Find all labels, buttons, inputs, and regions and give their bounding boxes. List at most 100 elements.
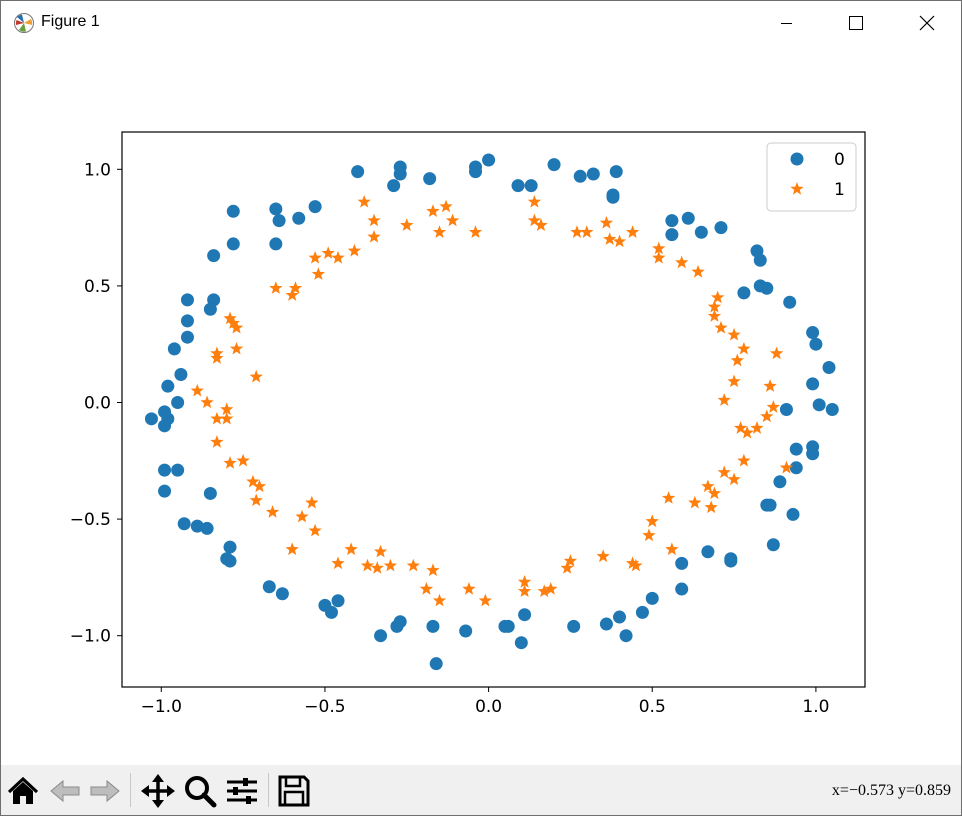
series-0-point bbox=[524, 179, 538, 193]
series-0-point bbox=[393, 167, 407, 181]
maximize-button[interactable] bbox=[832, 1, 878, 45]
series-1-point bbox=[625, 556, 640, 570]
save-button[interactable] bbox=[274, 771, 314, 811]
series-1-point bbox=[210, 411, 224, 425]
close-button[interactable] bbox=[903, 1, 949, 45]
series-1-point bbox=[737, 341, 751, 355]
series-0-point bbox=[158, 463, 172, 477]
series-1-point bbox=[711, 290, 725, 304]
series-1-point bbox=[730, 353, 745, 367]
series-1-point bbox=[331, 250, 345, 264]
x-tick-label: −1.0 bbox=[141, 697, 182, 717]
toolbar-separator bbox=[268, 773, 269, 807]
series-0-point bbox=[547, 158, 561, 172]
series-0-point bbox=[773, 475, 787, 489]
series-1-point bbox=[714, 320, 728, 334]
legend-label: 1 bbox=[834, 180, 845, 200]
series-1-point bbox=[370, 561, 384, 574]
home-icon bbox=[7, 776, 39, 804]
series-1-point bbox=[236, 453, 250, 467]
home-button[interactable] bbox=[3, 771, 43, 811]
series-0-point bbox=[763, 498, 777, 512]
series-1-point bbox=[445, 213, 460, 227]
legend-label: 0 bbox=[834, 150, 845, 170]
series-0-point bbox=[262, 580, 276, 594]
series-0-point bbox=[393, 615, 407, 629]
series-0-point bbox=[786, 507, 800, 521]
series-1-point bbox=[645, 514, 659, 528]
series-0-point bbox=[822, 361, 836, 375]
legend-box bbox=[766, 142, 857, 212]
series-1-point bbox=[432, 225, 447, 238]
configure-subplots-button[interactable] bbox=[222, 771, 262, 811]
legend-marker-0 bbox=[790, 152, 804, 166]
scatter-chart[interactable]: −1.0 −0.5 0.0 0.5 1.0 1.0 0.5 0.0 −0.5 −1.0 0 1 bbox=[1, 45, 961, 765]
series-1-point bbox=[357, 194, 371, 208]
legend-marker-1 bbox=[790, 182, 804, 195]
zoom-button[interactable] bbox=[180, 771, 220, 811]
series-1-point bbox=[246, 474, 260, 488]
series-1-point bbox=[223, 456, 237, 469]
axes-frame bbox=[121, 131, 866, 688]
series-1-point bbox=[580, 225, 594, 238]
y-tick-label: −1.0 bbox=[70, 627, 111, 647]
configure-subplots-icon bbox=[227, 778, 257, 804]
series-0-point bbox=[779, 403, 793, 416]
series-1-point bbox=[534, 218, 548, 231]
series-0-point bbox=[613, 610, 627, 624]
series-0-point bbox=[161, 379, 175, 393]
series-0-point bbox=[789, 442, 803, 456]
series-1-point bbox=[665, 542, 679, 556]
series-1-point bbox=[691, 264, 705, 278]
series-1-point bbox=[717, 393, 731, 406]
series-1-point bbox=[688, 495, 702, 509]
series-0-point bbox=[665, 214, 679, 228]
figure-canvas[interactable]: −1.0 −0.5 0.0 0.5 1.0 1.0 0.5 0.0 −0.5 −1.0 0 1 bbox=[1, 45, 961, 765]
series-1-point bbox=[517, 575, 532, 588]
series-0-point bbox=[645, 591, 659, 605]
series-1-point bbox=[223, 311, 237, 325]
series-0-point bbox=[190, 519, 204, 533]
series-0-point bbox=[158, 419, 172, 433]
series-1-point bbox=[707, 299, 722, 313]
series-0-point bbox=[331, 594, 345, 608]
series-0-point bbox=[737, 286, 751, 300]
series-0-point bbox=[789, 461, 803, 475]
series-1-point bbox=[661, 491, 676, 504]
series-1-point bbox=[517, 584, 532, 598]
series-1-point bbox=[432, 593, 447, 607]
series-1-point bbox=[760, 409, 774, 423]
pan-button[interactable] bbox=[138, 771, 178, 811]
forward-button[interactable] bbox=[85, 771, 125, 811]
series-1-point bbox=[544, 582, 558, 595]
series-1-point bbox=[652, 241, 666, 255]
series-1-point bbox=[462, 582, 476, 595]
series-0-point bbox=[144, 412, 158, 426]
series-1-point bbox=[360, 558, 375, 572]
series-1-point bbox=[426, 204, 440, 217]
y-tick-label: 0.0 bbox=[84, 394, 111, 414]
series-1-point bbox=[727, 472, 741, 486]
minimize-button[interactable] bbox=[763, 1, 809, 45]
series-1-point bbox=[560, 561, 574, 574]
series-0-point bbox=[609, 165, 623, 179]
series-0-point bbox=[429, 657, 443, 671]
series-0-point bbox=[567, 619, 581, 633]
series-1-point bbox=[527, 213, 542, 227]
series-1-point bbox=[701, 479, 715, 493]
series-1-point bbox=[468, 225, 483, 238]
series-0-point bbox=[468, 165, 482, 179]
series-1-point bbox=[740, 425, 754, 439]
y-tick-label: −0.5 bbox=[70, 510, 111, 530]
series-0-point bbox=[635, 605, 649, 619]
series-1-point bbox=[321, 246, 335, 259]
series-0-point bbox=[714, 221, 728, 235]
series-1-point bbox=[707, 309, 722, 322]
series-1-point bbox=[603, 232, 617, 245]
series-0-point bbox=[269, 237, 283, 251]
series-0-point bbox=[599, 617, 613, 631]
minimize-icon bbox=[781, 23, 792, 24]
series-0-point bbox=[180, 330, 194, 344]
back-button[interactable] bbox=[45, 771, 85, 811]
